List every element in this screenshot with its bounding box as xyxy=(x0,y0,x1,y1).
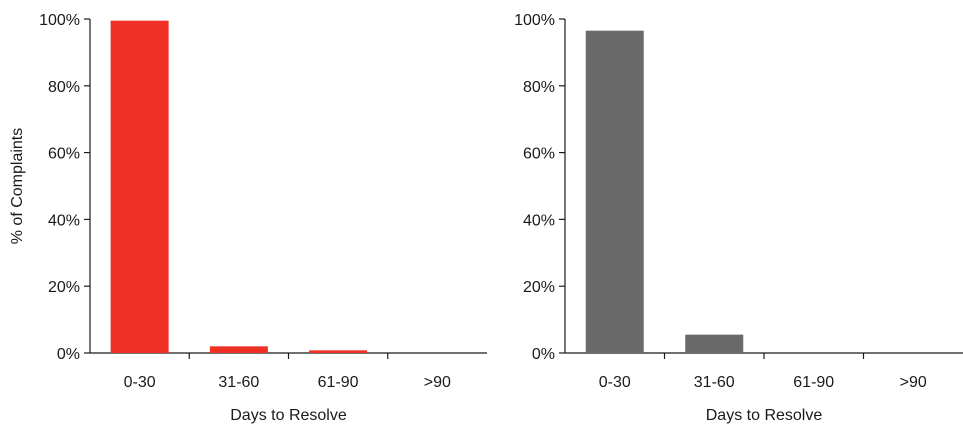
y-tick-label: 20% xyxy=(523,279,555,296)
bar-0-30 xyxy=(110,20,169,353)
y-axis-title: % of Complaints xyxy=(9,128,26,245)
x-tick-label: 31-60 xyxy=(218,374,259,391)
y-tick-label: 40% xyxy=(48,212,80,229)
x-tick-label: 0-30 xyxy=(124,374,156,391)
y-tick-label: 60% xyxy=(523,146,555,163)
y-tick-label: 80% xyxy=(48,79,80,96)
y-tick-label: 100% xyxy=(514,12,555,29)
left-chart: 0% 20% 40% 60% 80% 100% 0-30 31-60 61-90 >90 Days … xyxy=(9,12,487,424)
x-axis-title: Days to Resolve xyxy=(706,407,823,424)
right-chart: 0% 20% 40% 60% 80% 100% 0-30 31-60 61-90 >90 Days … xyxy=(514,12,963,424)
y-tick-label: 0% xyxy=(57,346,80,363)
y-tick-label: 60% xyxy=(48,146,80,163)
bar-0-30 xyxy=(585,30,644,353)
y-tick-label: 40% xyxy=(523,212,555,229)
bar-31-60 xyxy=(209,346,268,353)
bar-31-60 xyxy=(685,334,744,353)
x-axis-title: Days to Resolve xyxy=(230,407,347,424)
y-tick-label: 20% xyxy=(48,279,80,296)
x-tick-label: 31-60 xyxy=(694,374,735,391)
x-tick-label: >90 xyxy=(424,374,451,391)
x-tick-label: 61-90 xyxy=(793,374,834,391)
bar-61-90 xyxy=(309,350,368,353)
y-tick-label: 100% xyxy=(39,12,80,29)
y-tick-label: 0% xyxy=(532,346,555,363)
y-tick-label: 80% xyxy=(523,79,555,96)
x-tick-label: >90 xyxy=(900,374,927,391)
x-tick-label: 61-90 xyxy=(318,374,359,391)
x-tick-label: 0-30 xyxy=(599,374,631,391)
